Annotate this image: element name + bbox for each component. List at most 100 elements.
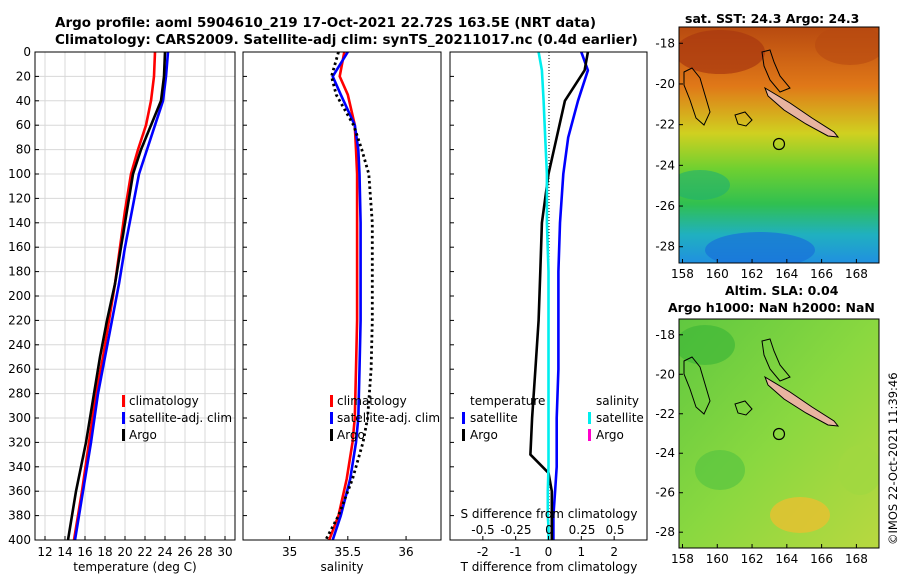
sst-warm-blob (679, 30, 765, 74)
y-tick-label: 380 (8, 509, 31, 523)
sla-high-blob (838, 445, 879, 495)
legend-swatch-temp-argo (462, 429, 465, 441)
y-tick-label: 340 (8, 460, 31, 474)
x-tick-label: 14 (57, 545, 72, 559)
new-caledonia-island (764, 375, 840, 427)
x-tick-label: -2 (477, 545, 489, 559)
sst-map-frame (678, 26, 880, 264)
x-tick-label: 26 (177, 545, 192, 559)
temperature-panel: 12 14 16 18 20 22 24 26 28 3002040608010012014016… (8, 45, 236, 574)
salinity-legend: climatology satellite-adj. clim Argo (330, 394, 440, 442)
lon-tick-label: 166 (810, 552, 833, 566)
sst-cool-blob (705, 232, 815, 263)
legend-swatch-sal-argo (588, 429, 591, 441)
sla-map: 158 160 162 164 166 168 -18 -20 -22 -24 -26 -28 (655, 318, 880, 566)
series-line-argo (66, 52, 167, 540)
sla-high-blob (770, 497, 830, 533)
lon-tick-label: 168 (845, 267, 868, 281)
sst-map-title: sat. SST: 24.3 Argo: 24.3 (685, 11, 860, 26)
x-tick-label: 12 (37, 545, 52, 559)
series-line-climatology (327, 52, 359, 540)
salinity-series (324, 52, 374, 540)
argo-position-marker (772, 427, 786, 441)
legend-label-argo: Argo (129, 428, 157, 442)
x-tick-label: -1 (510, 545, 522, 559)
lat-tick-label: -26 (655, 199, 675, 213)
x-tick-label: 36 (398, 545, 413, 559)
salinity-panel: 35 35.5 36 salinity climatology satellite-… (242, 51, 442, 574)
legend-label-satellite: satellite-adj. clim (337, 411, 440, 425)
lon-tick-label: 160 (706, 552, 729, 566)
legend-label-climatology: climatology (337, 394, 407, 408)
x-tick-label: 0 (545, 545, 553, 559)
y-tick-label: 180 (8, 265, 31, 279)
new-caledonia-island (764, 86, 840, 138)
loyalty-islands-outline (734, 400, 753, 416)
reef-outline (761, 49, 791, 93)
x-tick-label: 35 (282, 545, 297, 559)
y-tick-label: 120 (8, 191, 31, 205)
sla-low-blob (679, 325, 735, 365)
y-tick-label: 260 (8, 362, 31, 376)
series-line-salinity-satellite (537, 52, 550, 540)
x-tick-label: 2 (610, 545, 618, 559)
sla-map-frame (678, 318, 880, 549)
lat-tick-label: -18 (655, 328, 675, 342)
x-tick-label: 35.5 (334, 545, 361, 559)
y-tick-label: 40 (16, 94, 31, 108)
sst-cool-blob (679, 170, 730, 200)
lon-tick-label: 164 (775, 552, 798, 566)
x-tick-label: 16 (77, 545, 92, 559)
y-tick-label: 160 (8, 240, 31, 254)
salinity-axes-box (242, 51, 442, 541)
legend-label-temp-argo: Argo (470, 428, 498, 442)
series-line-temperature-argo (529, 52, 590, 540)
lat-tick-label: -22 (655, 407, 675, 421)
y-tick-label: 80 (16, 143, 31, 157)
difference-xlabel: T difference from climatology (460, 560, 638, 574)
reef-outline (761, 338, 791, 382)
lat-tick-label: -22 (655, 118, 675, 132)
temperature-grid (35, 51, 235, 541)
sst-warm-blob (815, 27, 879, 65)
legend-swatch-climatology (330, 395, 333, 407)
s-tick-neg-half: -0.5 (471, 523, 494, 537)
x-tick-label: 24 (157, 545, 172, 559)
legend-label-climatology: climatology (129, 394, 199, 408)
legend-swatch-argo (330, 429, 333, 441)
lat-tick-label: -28 (655, 525, 675, 539)
s-tick-half: 0.5 (605, 523, 624, 537)
lon-tick-label: 158 (671, 267, 694, 281)
figure-title-line2: Climatology: CARS2009. Satellite-adj cli… (55, 32, 638, 48)
series-line-satellite-adj-clim (73, 52, 170, 540)
difference-top-ticks: -0.5 -0.25 0 0.25 0.5 (471, 523, 624, 537)
difference-ticks: -2 -1 0 1 2 (450, 51, 618, 559)
lon-tick-label: 162 (741, 267, 764, 281)
x-tick-label: 28 (197, 545, 212, 559)
y-tick-label: 200 (8, 289, 31, 303)
legend-label-satellite: satellite-adj. clim (129, 411, 232, 425)
y-tick-label: 300 (8, 411, 31, 425)
sla-map-title-line1: Altim. SLA: 0.04 (725, 283, 839, 298)
lon-tick-label: 158 (671, 552, 694, 566)
figure-title-line1: Argo profile: aoml 5904610_219 17-Oct-20… (55, 15, 597, 31)
temperature-ticks: 12 14 16 18 20 22 24 26 28 3002040608010012014016… (8, 45, 233, 559)
legend-swatch-satellite (122, 412, 125, 424)
lon-tick-label: 160 (706, 267, 729, 281)
legend-swatch-climatology (122, 395, 125, 407)
lon-tick-label: 166 (810, 267, 833, 281)
sla-low-blob (695, 450, 745, 490)
legend-label-temp-satellite: satellite (470, 411, 518, 425)
s-tick-quarter: 0.25 (569, 523, 596, 537)
legend-title-salinity: salinity (596, 394, 639, 408)
argo-position-marker (772, 137, 786, 151)
s-tick-zero: 0 (545, 523, 553, 537)
difference-top-label: S difference from climatology (461, 507, 638, 521)
temperature-legend: climatology satellite-adj. clim Argo (122, 394, 232, 442)
loyalty-islands-outline (734, 111, 753, 127)
x-tick-label: 20 (117, 545, 132, 559)
lat-tick-label: -28 (655, 240, 675, 254)
lat-tick-label: -26 (655, 486, 675, 500)
lon-tick-label: 164 (775, 267, 798, 281)
legend-title-temperature: temperature (470, 394, 545, 408)
